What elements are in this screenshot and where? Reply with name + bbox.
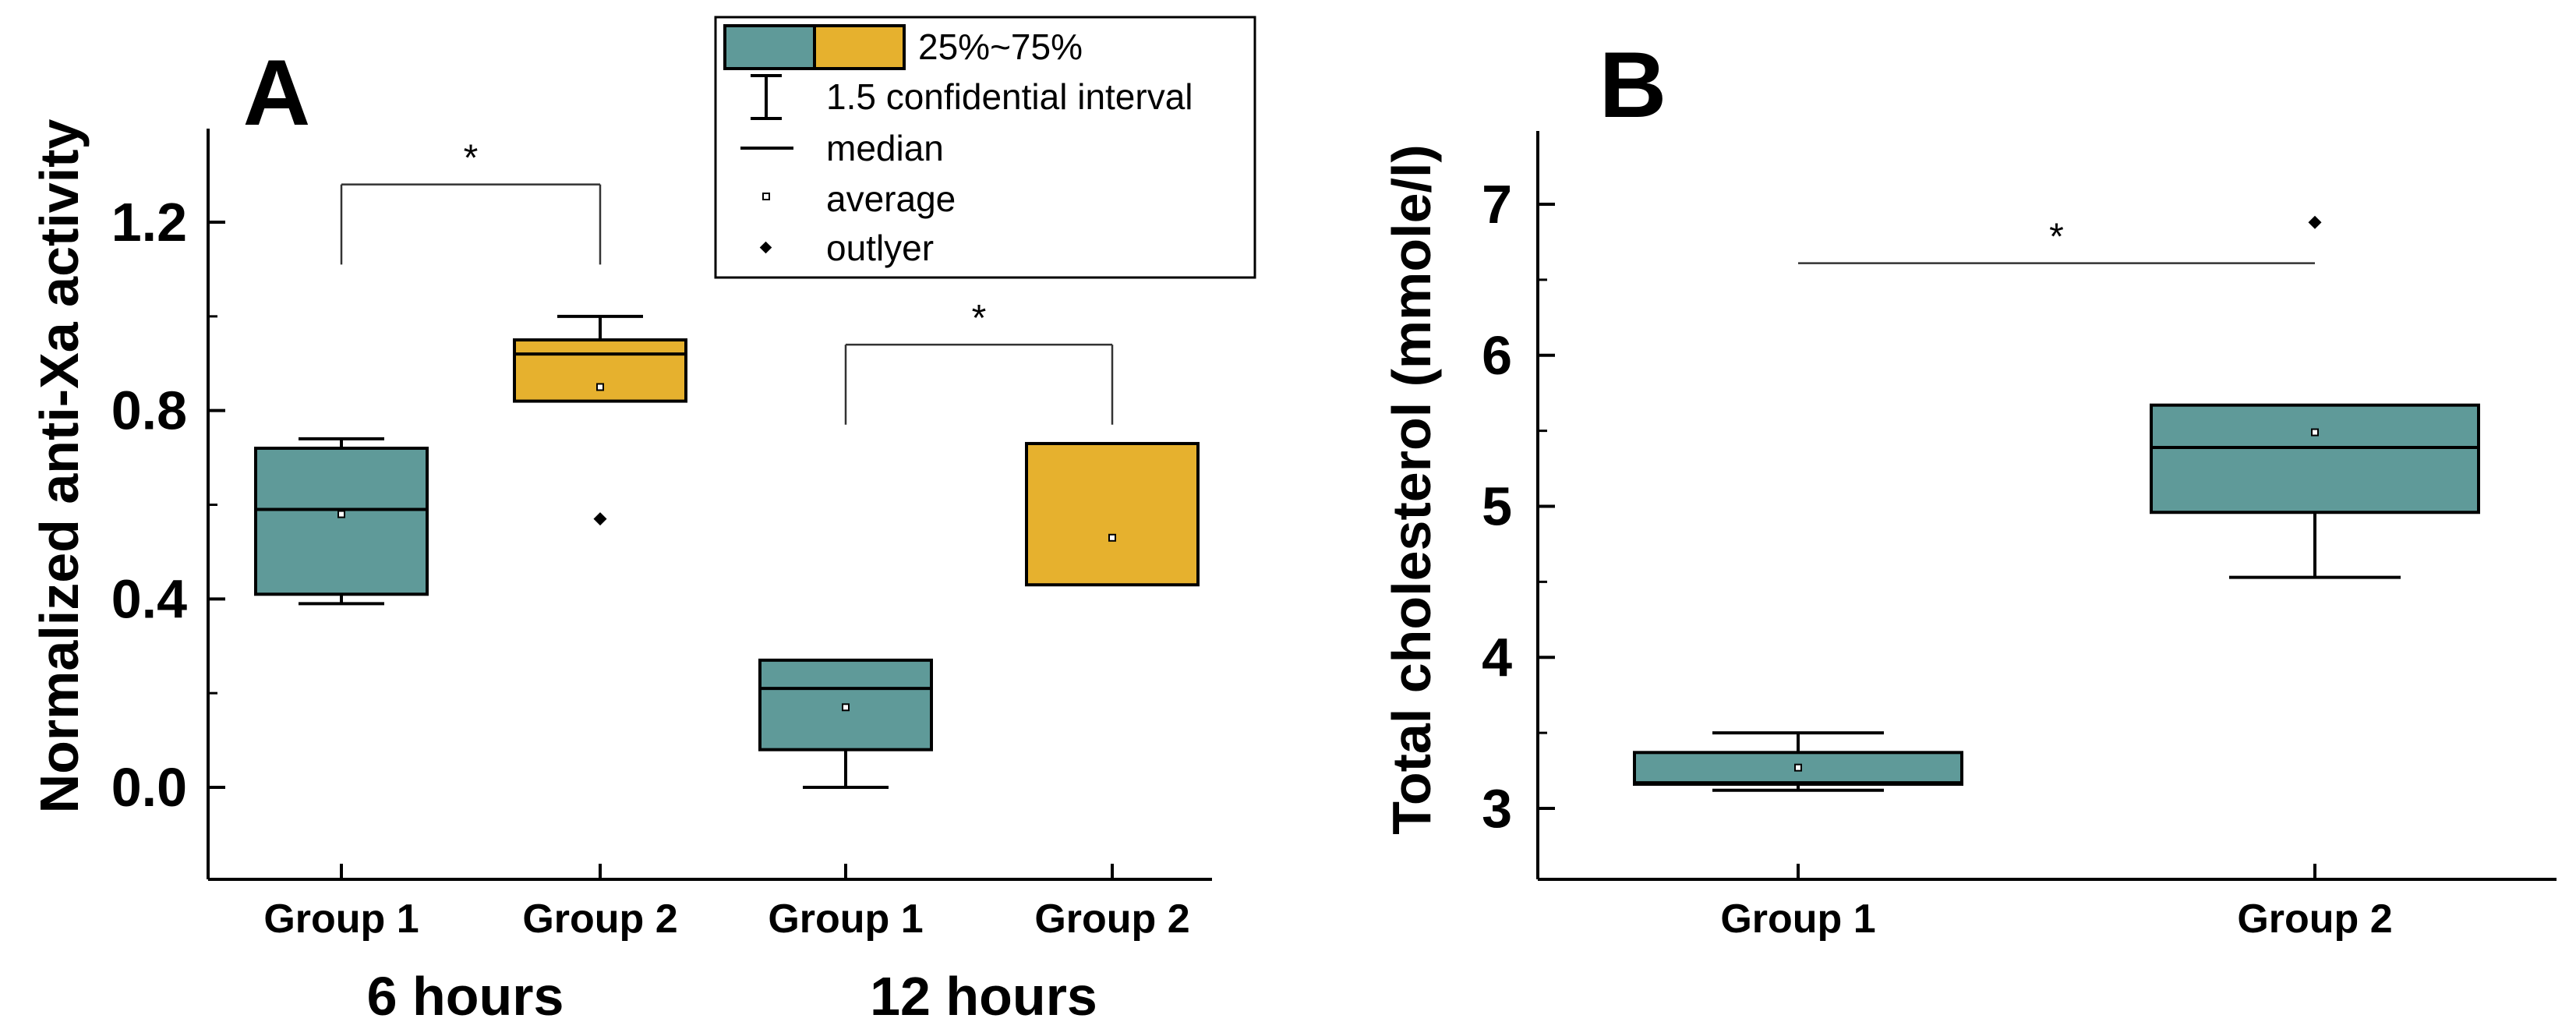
legend-average-icon bbox=[762, 193, 770, 200]
panel-b-y-tick-label: 7 bbox=[1482, 174, 1512, 235]
panel-b-x-tick-label: Group 1 bbox=[1720, 896, 1875, 942]
category-group-label-12-hours: 12 hours bbox=[870, 966, 1097, 1027]
legend-box-label: 25%~75% bbox=[918, 27, 1083, 67]
legend-average-label: average bbox=[826, 179, 956, 219]
panel-a-label: A bbox=[243, 41, 311, 145]
category-group-label-6-hours: 6 hours bbox=[367, 966, 564, 1027]
legend-whisker-label: 1.5 confidential interval bbox=[826, 76, 1193, 117]
box-iqr bbox=[254, 447, 429, 596]
panel-a-x-tick-label: Group 1 bbox=[263, 896, 419, 942]
significance-star: * bbox=[464, 138, 479, 179]
panel-a-x-tick-label: Group 2 bbox=[522, 896, 677, 942]
panel-b-label: B bbox=[1599, 33, 1667, 137]
panel-a-x-tick-label: Group 1 bbox=[768, 896, 923, 942]
box-mean-marker bbox=[842, 703, 850, 712]
panel-b-y-tick-label: 4 bbox=[1482, 627, 1512, 688]
panel-b-y-tick-label: 6 bbox=[1482, 325, 1512, 386]
panel-a-y-tick-label: 1.2 bbox=[111, 192, 187, 253]
panel-a-y-tick-label: 0.4 bbox=[111, 568, 187, 629]
box-mean-marker bbox=[2311, 428, 2319, 437]
panel-b-y-tick-label: 5 bbox=[1482, 476, 1512, 537]
panel-b: B Total cholesterol (mmole/l) 3 4 5 6 7 Group… bbox=[1381, 33, 2557, 942]
panel-a: A Normalized anti-Xa activity 0.0 0.4 0.8 1… bbox=[29, 41, 1212, 1027]
legend-swatch-group1 bbox=[723, 24, 816, 70]
panel-a-y-axis-label: Normalized anti-Xa activity bbox=[29, 119, 90, 814]
box-mean-marker bbox=[596, 383, 604, 391]
panel-b-y-tick-label: 3 bbox=[1482, 778, 1512, 839]
box-iqr bbox=[2150, 403, 2480, 514]
box-iqr bbox=[513, 338, 687, 403]
box-mean-marker bbox=[1794, 763, 1802, 772]
box-outlier-point bbox=[593, 512, 607, 526]
panel-a-x-tick-label: Group 2 bbox=[1034, 896, 1189, 942]
legend: 25%~75% 1.5 confidential interval median… bbox=[714, 16, 1256, 279]
box-mean-marker bbox=[337, 510, 345, 518]
legend-swatch-group2 bbox=[813, 24, 906, 70]
significance-star: * bbox=[2049, 217, 2064, 258]
significance-star: * bbox=[972, 298, 987, 339]
box-iqr bbox=[1025, 441, 1200, 587]
panel-a-plot-area: 0.0 0.4 0.8 1.2 Group 1 Group 2 Group 1 Group 2… bbox=[111, 129, 1212, 942]
legend-median-label: median bbox=[826, 128, 944, 168]
legend-outlier-label: outlyer bbox=[826, 228, 934, 268]
panel-b-y-axis-label: Total cholesterol (mmole/l) bbox=[1381, 144, 1442, 835]
panel-b-plot-area: 3 4 5 6 7 Group 1 Group 2 * bbox=[1482, 131, 2557, 942]
panel-b-x-tick-label: Group 2 bbox=[2237, 896, 2392, 942]
panel-a-y-tick-label: 0.0 bbox=[111, 757, 187, 818]
box-mean-marker bbox=[1108, 533, 1116, 542]
panel-a-y-tick-label: 0.8 bbox=[111, 380, 187, 441]
